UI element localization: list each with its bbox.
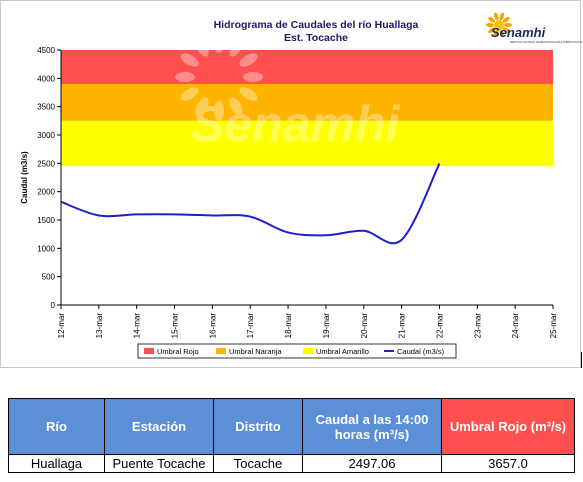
table-header-row: Río Estación Distrito Caudal a las 14:00… (8, 398, 575, 455)
x-tick-label: 17-mar (246, 313, 255, 339)
logo-subtitle: SERVICIO NACIONAL DE METEOROLOGÍA E HIDR… (510, 41, 582, 44)
station-table: Río Estación Distrito Caudal a las 14:00… (8, 398, 575, 473)
watermark-ray (180, 87, 199, 101)
x-tick-label: 15-mar (171, 313, 180, 339)
legend-swatch (216, 348, 226, 354)
band-naranja (61, 84, 553, 121)
header-umbral-rojo: Umbral Rojo (m³/s) (441, 398, 575, 455)
watermark-ray (214, 33, 224, 53)
legend-label: Caudal (m3/s) (397, 347, 445, 356)
watermark-ray (175, 72, 195, 82)
y-tick-label: 1000 (37, 244, 55, 253)
logo-sun-icon (493, 29, 499, 38)
legend-label: Umbral Amarillo (316, 347, 369, 356)
watermark-ray (195, 38, 209, 57)
watermark-ray (229, 97, 243, 116)
x-tick-label: 16-mar (208, 313, 217, 339)
watermark-ray (195, 97, 209, 116)
watermark-ray (243, 72, 263, 82)
logo-sun-icon (493, 12, 499, 21)
watermark-ray (239, 87, 258, 101)
y-tick-label: 1500 (37, 216, 55, 225)
logo-sun-icon (486, 23, 494, 27)
band-rojo (61, 50, 553, 84)
x-tick-label: 24-mar (511, 313, 520, 339)
x-tick-label: 19-mar (322, 313, 331, 339)
logo-sun-icon (502, 27, 510, 34)
y-tick-label: 3500 (37, 103, 55, 112)
logo-sun-icon (488, 27, 496, 34)
y-tick-label: 4500 (37, 46, 55, 55)
logo-sun-icon (504, 23, 512, 27)
y-tick-label: 4000 (37, 74, 55, 83)
x-tick-label: 20-mar (360, 313, 369, 339)
header-estacion: Estación (104, 398, 214, 455)
y-tick-label: 500 (42, 273, 56, 282)
header-rio: Río (8, 398, 105, 455)
x-tick-label: 14-mar (133, 313, 142, 339)
watermark-sun-icon (175, 33, 263, 121)
watermark-ray (239, 53, 258, 67)
logo-sun-icon (499, 29, 505, 38)
cell-rio: Huallaga (8, 454, 105, 473)
hydrograph-chart: Senamhi 0 500 1000 1500 2000 2500 3000 3500 4000… (20, 12, 582, 359)
logo-sun-core-icon (494, 20, 504, 30)
cell-estacion: Puente Tocache (104, 454, 214, 473)
y-tick-label: 0 (51, 301, 56, 310)
legend-label: Umbral Naranja (229, 347, 282, 356)
watermark: Senamhi (175, 33, 401, 152)
header-caudal: Caudal a las 14:00 horas (m³/s) (302, 398, 442, 455)
cell-umbral-rojo: 3657.0 (441, 454, 575, 473)
legend-swatch (303, 348, 313, 354)
header-distrito: Distrito (213, 398, 303, 455)
legend: Umbral Rojo Umbral Naranja Umbral Amarillo… (137, 343, 457, 359)
watermark-ray (180, 53, 199, 67)
legend-box (137, 343, 457, 359)
legend-label: Umbral Rojo (157, 347, 199, 356)
y-axis-label: Caudal (m3/s) (20, 151, 29, 204)
watermark-text: Senamhi (191, 96, 401, 152)
x-tick-label: 12-mar (57, 313, 66, 339)
table-row: Huallaga Puente Tocache Tocache 2497.06 … (8, 454, 575, 473)
y-tick-label: 2000 (37, 188, 55, 197)
band-amarillo (61, 120, 553, 167)
x-tick-label: 23-mar (473, 313, 482, 339)
logo-text: Senamhi (491, 25, 546, 40)
x-tick-label: 18-mar (284, 313, 293, 339)
y-tick-label: 2500 (37, 159, 55, 168)
frame-edge (581, 352, 582, 368)
legend-swatch (144, 348, 154, 354)
x-tick-label: 21-mar (398, 313, 407, 339)
watermark-ray (229, 38, 243, 57)
logo-sun-icon (488, 16, 496, 23)
chart-title: Hidrograma de Caudales del río Huallaga (214, 19, 419, 31)
watermark-ray (214, 101, 224, 121)
cell-distrito: Tocache (213, 454, 303, 473)
x-tick-label: 13-mar (95, 313, 104, 339)
y-tick-label: 3000 (37, 131, 55, 140)
chart-frame: Senamhi 0 500 1000 1500 2000 2500 3000 3500 4000… (0, 0, 582, 368)
series-line-caudal (60, 163, 441, 245)
cell-caudal: 2497.06 (302, 454, 442, 473)
x-tick-label: 22-mar (435, 313, 444, 339)
chart-subtitle: Est. Tocache (284, 32, 348, 44)
x-tick-label: 25-mar (549, 313, 558, 339)
logo-sun-icon (499, 12, 505, 21)
logo-sun-icon (502, 16, 510, 23)
